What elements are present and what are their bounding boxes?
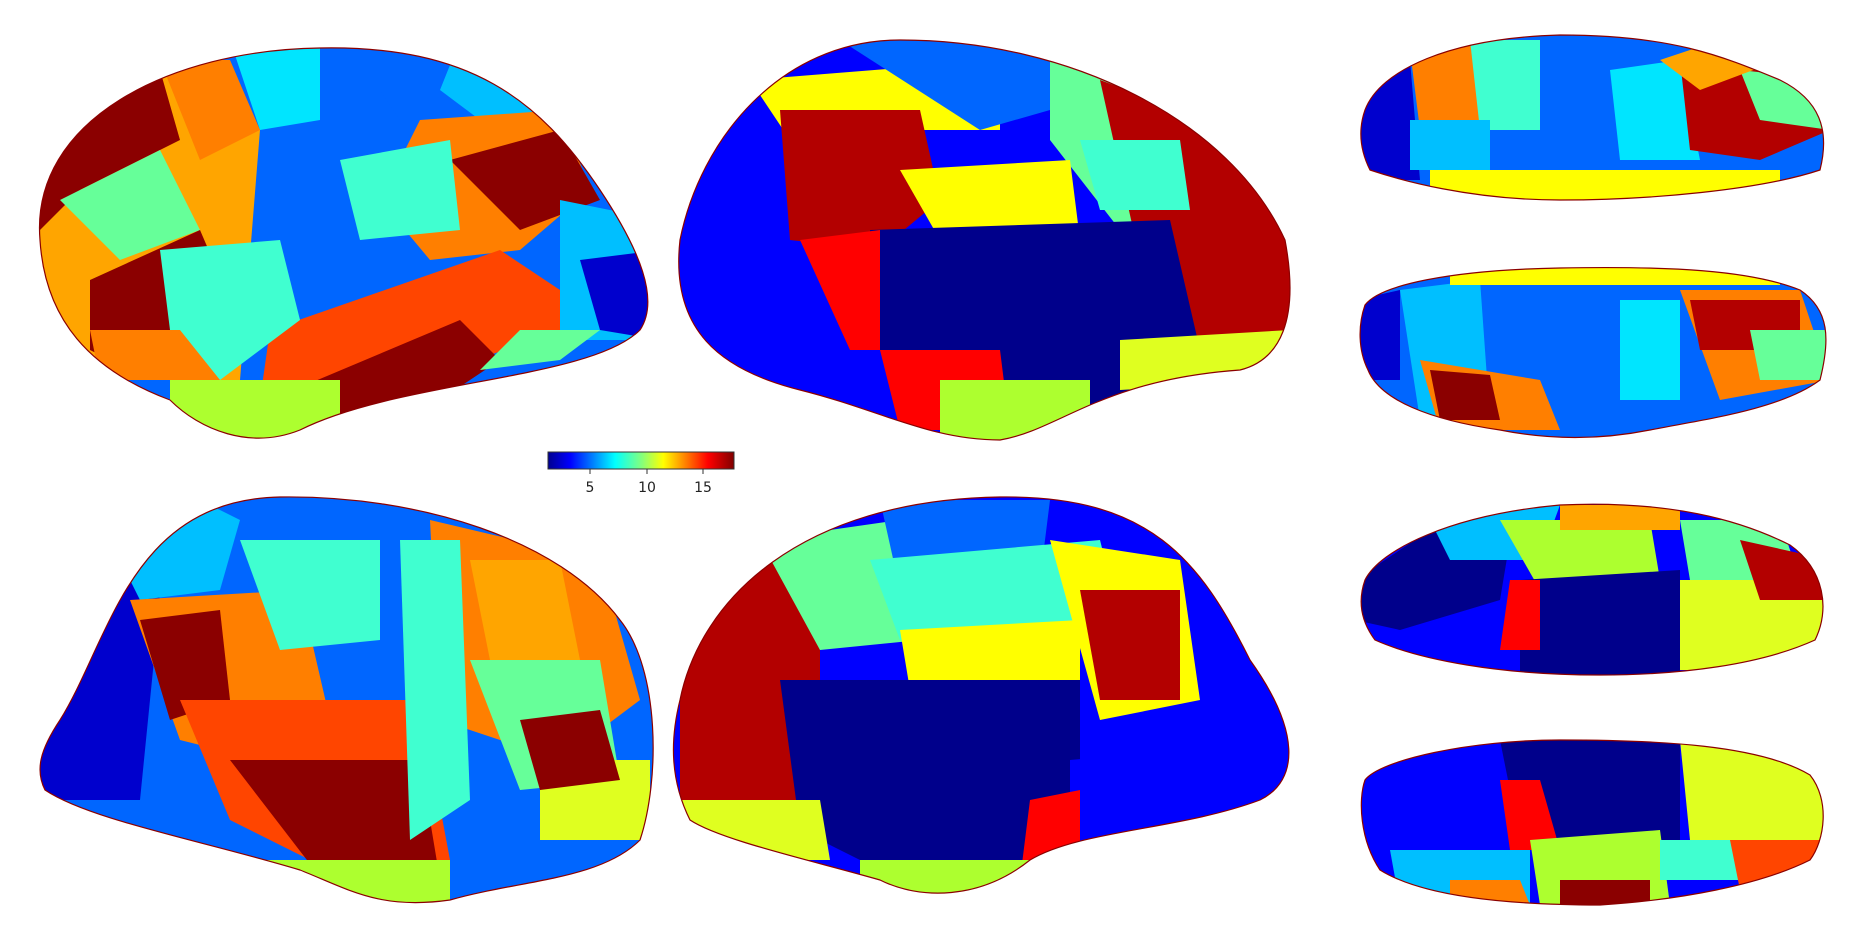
dorsal-view [1360, 34, 1825, 201]
ventral-view-2 [1360, 739, 1824, 906]
ventral-view [1360, 503, 1824, 676]
dorsal-view-2 [1359, 266, 1827, 439]
colorbar-tick-label: 10 [638, 480, 656, 496]
right-hemisphere-medial-view [672, 496, 1290, 894]
right-hemisphere-lateral-view [39, 496, 654, 904]
left-hemisphere-lateral-view [38, 47, 649, 439]
colorbar-tick-label: 15 [694, 480, 712, 496]
colorbar-tick-label: 5 [586, 480, 595, 496]
left-hemisphere-medial-view [678, 39, 1291, 441]
colorbar-gradient [547, 451, 735, 470]
colorbar: 5 10 15 [547, 451, 735, 496]
